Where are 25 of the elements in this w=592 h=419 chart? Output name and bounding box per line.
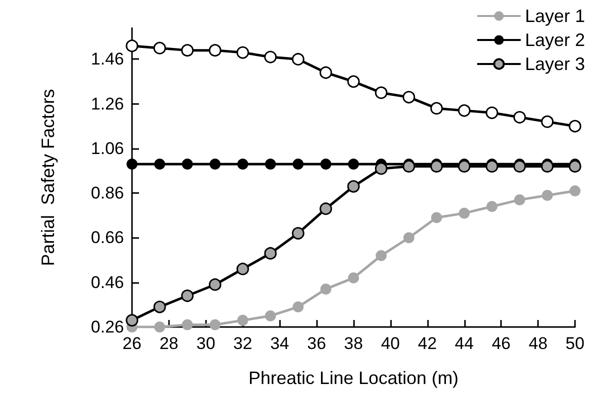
legend-label: Layer 3 (524, 54, 586, 74)
legend-label: Layer 1 (524, 6, 586, 26)
legend-label: Layer 2 (524, 30, 586, 50)
x-tick-label: 28 (159, 334, 178, 353)
y-tick-label: 0.86 (90, 184, 124, 203)
x-tick-label: 44 (454, 334, 474, 353)
y-tick-label: 1.06 (90, 138, 124, 158)
x-tick-label: 50 (566, 334, 584, 353)
y-tick-label: 0.46 (90, 272, 124, 292)
x-tick-label: 32 (233, 334, 252, 353)
x-tick-label: 42 (418, 334, 437, 353)
x-tick-label: 30 (196, 334, 216, 353)
x-axis-title: Phreatic Line Location (m) (248, 368, 459, 388)
y-tick-label: 1.46 (90, 50, 124, 69)
y-tick-label: 1.26 (90, 94, 124, 114)
x-tick-label: 46 (492, 334, 511, 353)
x-tick-label: 38 (344, 334, 363, 353)
y-axis-title: Partial Safety Factors (38, 88, 58, 266)
x-tick-label: 26 (122, 334, 142, 353)
x-tick-label: 34 (270, 334, 290, 353)
x-tick-label: 48 (528, 334, 548, 353)
x-tick-label: 36 (307, 334, 326, 353)
y-tick-label: 0.66 (90, 228, 124, 248)
x-tick-label: 40 (380, 334, 400, 353)
y-tick-label: 0.26 (90, 318, 124, 336)
